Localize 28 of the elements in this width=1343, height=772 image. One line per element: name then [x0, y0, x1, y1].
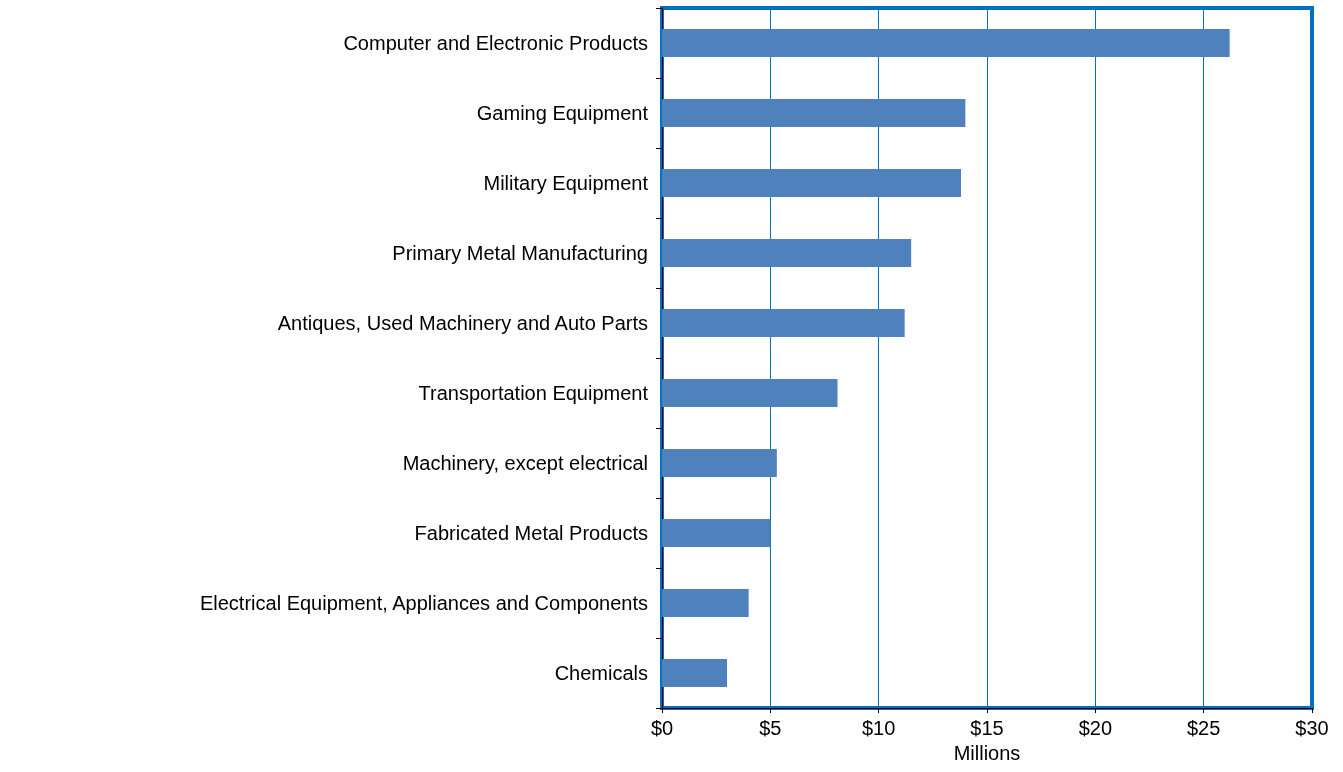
bar	[662, 29, 1230, 57]
y-tick-label: Computer and Electronic Products	[343, 32, 648, 54]
bar	[662, 309, 905, 337]
bar	[662, 589, 749, 617]
x-axis-title: Millions	[953, 741, 1021, 764]
y-tick-label: Chemicals	[554, 662, 648, 684]
x-tick-label: $25	[1186, 717, 1221, 739]
x-tick-label: $10	[861, 717, 896, 739]
x-tick-label: $5	[759, 717, 782, 739]
y-tick-label: Transportation Equipment	[418, 382, 649, 404]
x-tick-label: $15	[970, 717, 1004, 739]
y-tick-label: Antiques, Used Machinery and Auto Parts	[277, 312, 648, 334]
x-tick-label: $30	[1295, 717, 1329, 739]
y-tick-label: Military Equipment	[483, 172, 649, 194]
bar	[662, 449, 777, 477]
bar	[662, 659, 727, 687]
bar	[662, 169, 961, 197]
x-tick-label: $20	[1078, 717, 1113, 739]
bar	[662, 379, 838, 407]
x-tick-label: $0	[650, 717, 674, 739]
bar	[662, 519, 771, 547]
y-tick-label: Primary Metal Manufacturing	[392, 242, 648, 264]
y-tick-label: Gaming Equipment	[476, 102, 649, 124]
y-tick-label: Machinery, except electrical	[402, 452, 648, 474]
bar	[662, 99, 966, 127]
bar	[662, 239, 912, 267]
y-tick-label: Fabricated Metal Products	[414, 522, 648, 544]
y-tick-label: Electrical Equipment, Appliances and Components	[199, 592, 648, 614]
